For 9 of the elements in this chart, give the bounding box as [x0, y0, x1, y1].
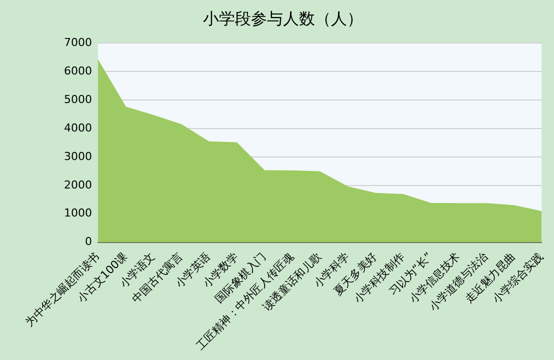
y-tick-label: 0 — [85, 235, 92, 248]
chart-title: 小学段参与人数（人） — [203, 8, 363, 28]
y-tick-label: 5000 — [64, 92, 92, 106]
y-tick-label: 2000 — [64, 178, 92, 192]
y-tick-label: 7000 — [64, 36, 92, 50]
y-tick-label: 4000 — [64, 121, 92, 134]
y-tick-label: 6000 — [64, 64, 92, 78]
y-tick-label: 1000 — [64, 206, 92, 220]
y-tick-label: 3000 — [64, 150, 92, 163]
